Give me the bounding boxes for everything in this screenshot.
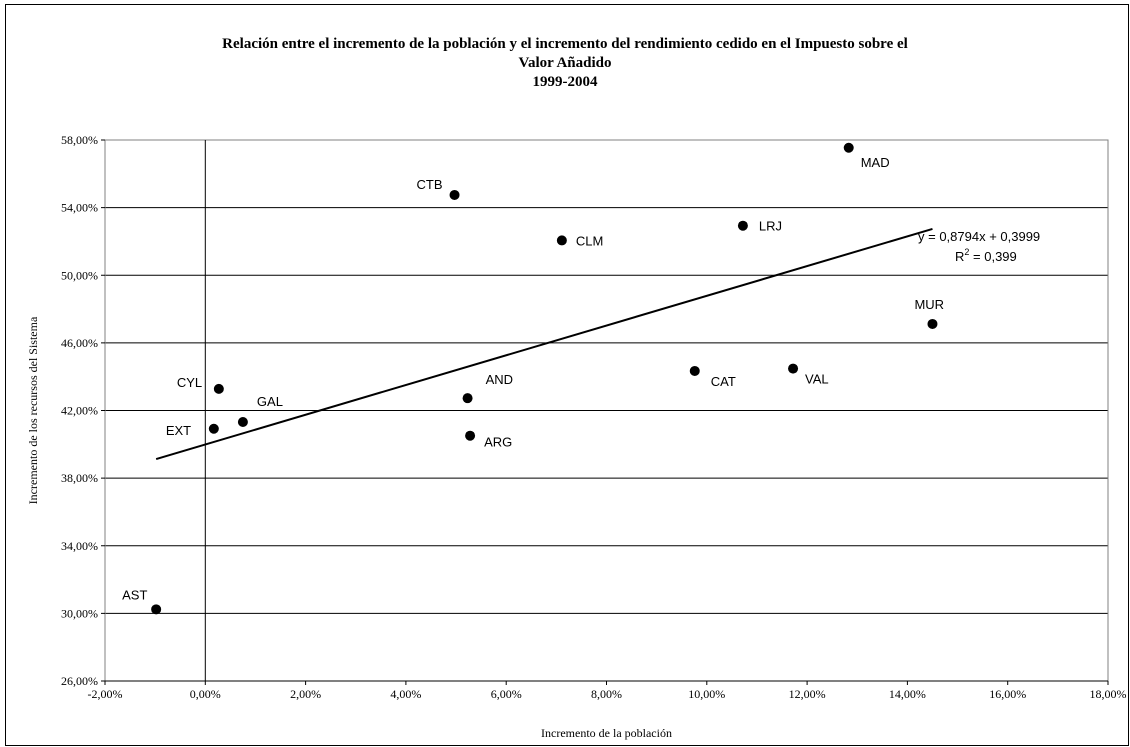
x-tick-label: 12,00% bbox=[789, 687, 826, 701]
trendline-equation: y = 0,8794x + 0,3999 bbox=[918, 229, 1040, 244]
y-tick-label: 34,00% bbox=[61, 539, 98, 553]
point-label-ast: AST bbox=[122, 587, 147, 602]
point-label-mad: MAD bbox=[861, 155, 890, 170]
data-point-ext bbox=[208, 423, 219, 434]
x-tick-label: 16,00% bbox=[989, 687, 1026, 701]
x-tick-label: 4,00% bbox=[390, 687, 421, 701]
point-label-arg: ARG bbox=[484, 435, 512, 450]
trendline-r-squared: R2 = 0,399 bbox=[955, 247, 1017, 264]
point-label-gal: GAL bbox=[257, 394, 283, 409]
point-label-val: VAL bbox=[805, 372, 829, 387]
data-point-clm bbox=[556, 235, 567, 246]
x-tick-label: 8,00% bbox=[591, 687, 622, 701]
data-point-mur bbox=[927, 318, 938, 329]
y-tick-label: 50,00% bbox=[61, 268, 98, 282]
x-tick-label: 10,00% bbox=[688, 687, 725, 701]
x-tick-label: 6,00% bbox=[491, 687, 522, 701]
data-point-ast bbox=[151, 604, 162, 615]
y-tick-label: 54,00% bbox=[61, 201, 98, 215]
point-label-mur: MUR bbox=[914, 297, 944, 312]
point-label-and: AND bbox=[486, 372, 513, 387]
trendline bbox=[155, 227, 933, 461]
y-tick-label: 26,00% bbox=[61, 674, 98, 688]
x-tick-label: 2,00% bbox=[290, 687, 321, 701]
chart-title-line-2: Valor Añadido bbox=[518, 55, 612, 71]
x-tick-label: 14,00% bbox=[889, 687, 926, 701]
point-label-lrj: LRJ bbox=[759, 219, 782, 234]
data-point-mad bbox=[843, 142, 854, 153]
data-point-cat bbox=[689, 365, 700, 376]
point-label-clm: CLM bbox=[576, 233, 603, 248]
y-tick-label: 42,00% bbox=[61, 404, 98, 418]
data-point-gal bbox=[237, 416, 248, 427]
point-label-ext: EXT bbox=[166, 423, 191, 438]
data-point-lrj bbox=[737, 220, 748, 231]
point-label-ctb: CTB bbox=[417, 177, 443, 192]
chart-frame bbox=[5, 4, 1129, 746]
data-point-ctb bbox=[449, 189, 460, 200]
x-tick-label: 18,00% bbox=[1090, 687, 1127, 701]
y-tick-label: 58,00% bbox=[61, 133, 98, 147]
gridlines bbox=[105, 139, 1108, 614]
y-axis-title: Incremento de los recursos del Sistema bbox=[26, 316, 40, 504]
x-tick-label: -2,00% bbox=[88, 687, 123, 701]
y-tick-label: 30,00% bbox=[61, 606, 98, 620]
data-point-and bbox=[462, 393, 473, 404]
data-point-val bbox=[788, 363, 799, 374]
axes: 26,00% 30,00% 34,00% 38,00% 42,00% 46,00% 50,0… bbox=[61, 133, 1127, 701]
point-label-cat: CAT bbox=[711, 374, 736, 389]
data-points: AST EXT CYL GAL AND ARG CTB CLM CAT LRJ VAL MAD MUR bbox=[122, 142, 944, 615]
data-point-cyl bbox=[213, 383, 224, 394]
y-tick-label: 38,00% bbox=[61, 471, 98, 485]
point-label-cyl: CYL bbox=[177, 375, 202, 390]
trendline-group: y = 0,8794x + 0,3999 R2 = 0,399 bbox=[155, 227, 1040, 461]
chart-title-line-3: 1999-2004 bbox=[532, 74, 598, 90]
data-point-arg bbox=[465, 430, 476, 441]
x-axis-title: Incremento de la población bbox=[541, 726, 672, 740]
chart-title-line-1: Relación entre el incremento de la pobla… bbox=[222, 36, 908, 52]
x-tick-label: 0,00% bbox=[190, 687, 221, 701]
y-tick-label: 46,00% bbox=[61, 336, 98, 350]
